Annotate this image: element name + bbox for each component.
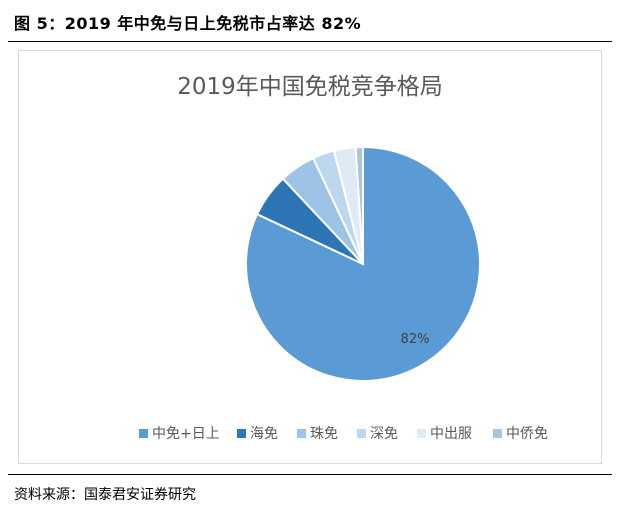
figure-source: 资料来源：国泰君安证券研究: [14, 487, 196, 503]
legend-swatch-3: [357, 429, 366, 438]
legend-swatch-5: [493, 429, 502, 438]
legend-swatch-1: [237, 429, 246, 438]
chart-title: 2019年中国免税竞争格局: [177, 74, 443, 100]
figure-caption: 图 5：2019 年中免与日上免税市占率达 82%: [14, 14, 362, 33]
legend-label-2: 珠免: [310, 426, 338, 442]
legend-swatch-0: [139, 429, 148, 438]
chart-frame: 2019年中国免税竞争格局 82% 中免+日上 海免 珠免 深免 中出服 中侨免: [18, 50, 602, 464]
pie-data-labels: 82%: [401, 332, 430, 347]
pie-data-label-0: 82%: [401, 332, 430, 347]
legend-label-1: 海免: [250, 426, 278, 442]
legend-label-4: 中出服: [430, 426, 472, 442]
legend-label-0: 中免+日上: [152, 426, 220, 442]
bottom-rule: [8, 474, 612, 475]
pie-slices: [245, 145, 481, 382]
chart-legend: 中免+日上 海免 珠免 深免 中出服 中侨免: [139, 426, 548, 442]
legend-swatch-4: [417, 429, 426, 438]
figure-header: 图 5：2019 年中免与日上免税市占率达 82%: [0, 0, 618, 40]
legend-label-5: 中侨免: [506, 426, 548, 442]
pie-slice-5: [354, 145, 364, 265]
top-rule: [8, 41, 612, 42]
legend-swatch-2: [297, 429, 306, 438]
pie-chart: 2019年中国免税竞争格局 82% 中免+日上 海免 珠免 深免 中出服 中侨免: [139, 74, 548, 442]
legend-label-3: 深免: [370, 426, 398, 442]
